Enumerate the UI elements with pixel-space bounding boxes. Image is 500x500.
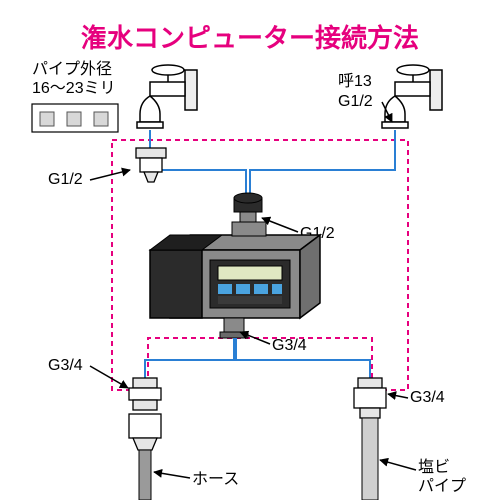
coupler-left <box>129 378 161 450</box>
path-faucet-left-to-device <box>150 130 246 210</box>
bracket-box <box>32 104 118 132</box>
leader-pvc <box>380 460 416 470</box>
irrigation-device <box>150 193 320 338</box>
coupler-right <box>354 378 386 418</box>
leader-g34-left <box>90 366 128 388</box>
path-device-to-right-coupler <box>236 338 370 382</box>
diagram-stage <box>0 0 500 500</box>
faucet-left <box>137 65 197 128</box>
pvc-pipe <box>362 418 378 500</box>
hose-pipe <box>139 450 151 500</box>
path-faucet-right-to-device <box>250 130 395 210</box>
leader-g12-left <box>90 170 130 180</box>
leader-g12-center <box>262 218 298 232</box>
adapter-left-g12 <box>136 148 166 182</box>
path-device-to-left-coupler <box>145 338 234 382</box>
leader-hose <box>154 472 190 478</box>
leader-g34-right <box>388 394 408 398</box>
